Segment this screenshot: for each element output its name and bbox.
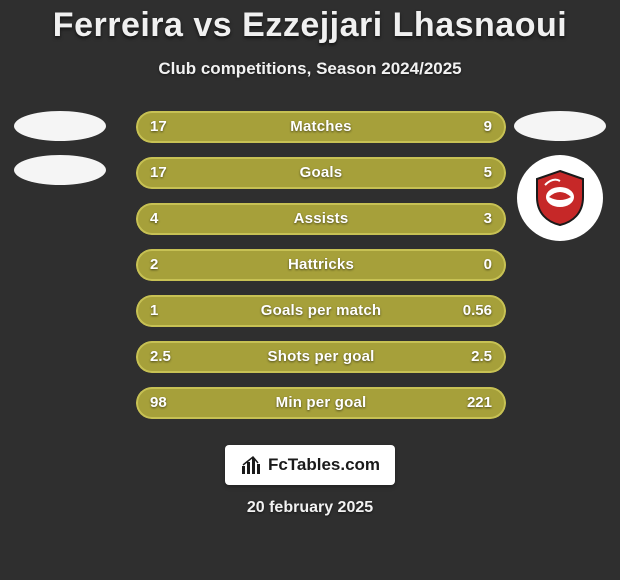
stat-value-left: 17 xyxy=(150,118,167,135)
placeholder-ellipse-icon xyxy=(14,155,106,185)
stat-value-right: 0 xyxy=(484,256,492,273)
chart-zone: 17 9 Matches 17 5 Goals 4 3 Assists 2 0 Hattricks 1 0… xyxy=(0,111,620,419)
stat-value-left: 1 xyxy=(150,302,158,319)
bar-fill-left xyxy=(136,157,422,189)
page-title: Ferreira vs Ezzejjari Lhasnaoui xyxy=(53,6,567,45)
stat-row: 98 221 Min per goal xyxy=(136,387,506,419)
footer-logo: FcTables.com xyxy=(225,445,395,485)
placeholder-ellipse-icon xyxy=(14,111,106,141)
footer-logo-text: FcTables.com xyxy=(268,455,380,475)
bar-fill-right xyxy=(347,203,506,235)
stat-value-right: 221 xyxy=(467,394,492,411)
stat-label: Shots per goal xyxy=(268,348,375,365)
stat-value-left: 17 xyxy=(150,164,167,181)
stat-row: 2 0 Hattricks xyxy=(136,249,506,281)
stat-label: Min per goal xyxy=(276,394,367,411)
bar-chart-icon xyxy=(240,454,262,476)
right-club-column xyxy=(514,111,606,241)
stat-value-right: 5 xyxy=(484,164,492,181)
stat-value-right: 3 xyxy=(484,210,492,227)
stat-value-left: 2 xyxy=(150,256,158,273)
stat-row: 17 5 Goals xyxy=(136,157,506,189)
bar-fill-right xyxy=(422,157,506,189)
stat-value-right: 9 xyxy=(484,118,492,135)
stat-label: Assists xyxy=(294,210,349,227)
stat-row: 17 9 Matches xyxy=(136,111,506,143)
stat-label: Matches xyxy=(290,118,351,135)
content-root: Ferreira vs Ezzejjari Lhasnaoui Club com… xyxy=(0,0,620,580)
stat-rows: 17 9 Matches 17 5 Goals 4 3 Assists 2 0 Hattricks 1 0… xyxy=(136,111,506,419)
club-badge-icon xyxy=(517,155,603,241)
stat-value-right: 0.56 xyxy=(463,302,492,319)
stat-value-left: 4 xyxy=(150,210,158,227)
stat-value-left: 98 xyxy=(150,394,167,411)
stat-label: Goals xyxy=(300,164,343,181)
stat-label: Hattricks xyxy=(288,256,354,273)
stat-label: Goals per match xyxy=(261,302,382,319)
stat-row: 2.5 2.5 Shots per goal xyxy=(136,341,506,373)
stat-row: 1 0.56 Goals per match xyxy=(136,295,506,327)
date-text: 20 february 2025 xyxy=(247,499,373,517)
placeholder-ellipse-icon xyxy=(514,111,606,141)
subtitle: Club competitions, Season 2024/2025 xyxy=(158,59,461,79)
stat-value-left: 2.5 xyxy=(150,348,171,365)
stat-row: 4 3 Assists xyxy=(136,203,506,235)
stat-value-right: 2.5 xyxy=(471,348,492,365)
left-club-column xyxy=(14,111,106,185)
